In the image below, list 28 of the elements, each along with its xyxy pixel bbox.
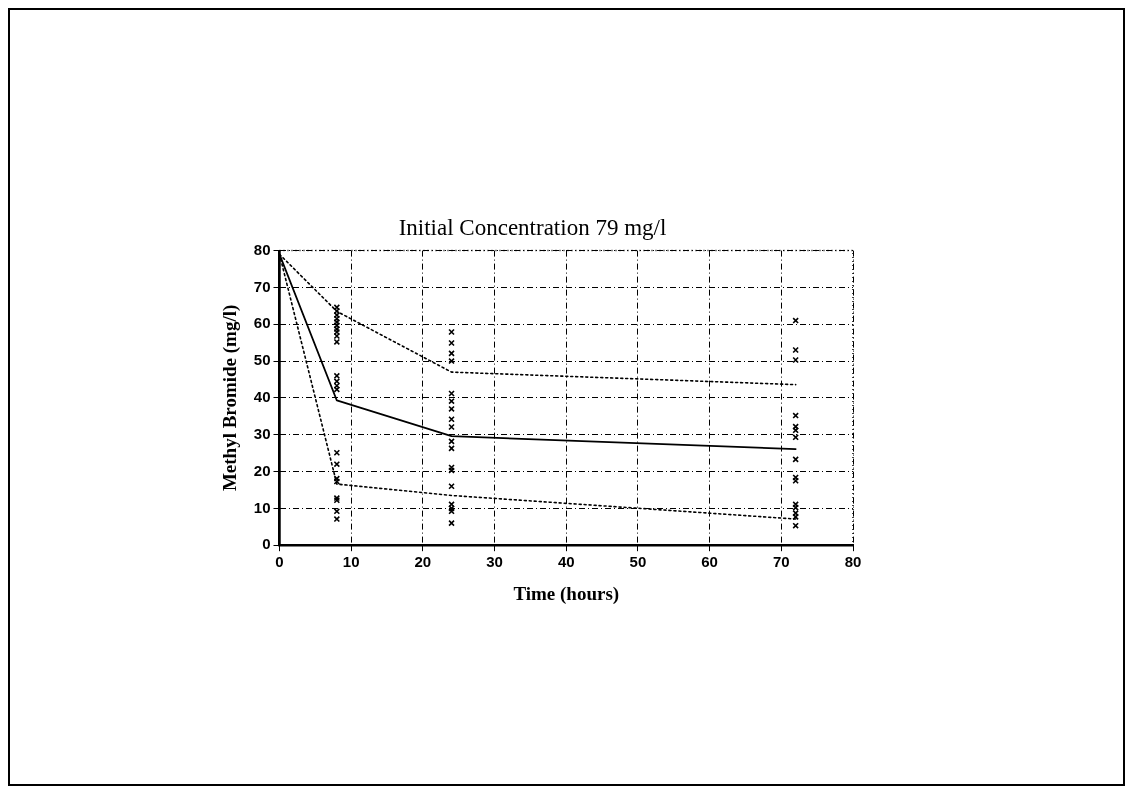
x-axis-title: Time (hours) — [513, 582, 620, 605]
x-tick-label: 40 — [557, 553, 575, 571]
y-tick-label: 20 — [253, 461, 271, 479]
point — [792, 522, 799, 529]
y-tick-label: 80 — [253, 240, 271, 258]
y-tick-label: 60 — [253, 314, 271, 332]
y-tick-label: 0 — [262, 535, 271, 553]
x-tick-label: 0 — [275, 553, 284, 571]
x-tick-label: 30 — [486, 553, 503, 571]
x-tick-label: 80 — [844, 553, 862, 571]
y-tick-label: 40 — [253, 388, 271, 406]
x-tick-label: 10 — [342, 553, 360, 571]
y-tick-label: 70 — [253, 277, 271, 295]
y-tick-label: 30 — [253, 424, 271, 442]
point — [333, 460, 341, 468]
point — [333, 449, 341, 457]
y-axis-title: Methyl Bromide (mg/l) — [219, 304, 242, 492]
x-tick-label: 20 — [414, 553, 432, 571]
point — [792, 317, 799, 324]
point — [792, 412, 799, 419]
x-tick-label: 60 — [701, 553, 718, 571]
point — [792, 456, 799, 463]
y-tick-label: 10 — [253, 498, 271, 516]
x-tick-label: 70 — [772, 553, 790, 571]
point — [792, 477, 799, 485]
chart-title: Initial Concentration 79 mg/l — [398, 214, 667, 240]
y-tick-label: 50 — [253, 351, 271, 369]
x-tick-label: 50 — [629, 553, 647, 571]
